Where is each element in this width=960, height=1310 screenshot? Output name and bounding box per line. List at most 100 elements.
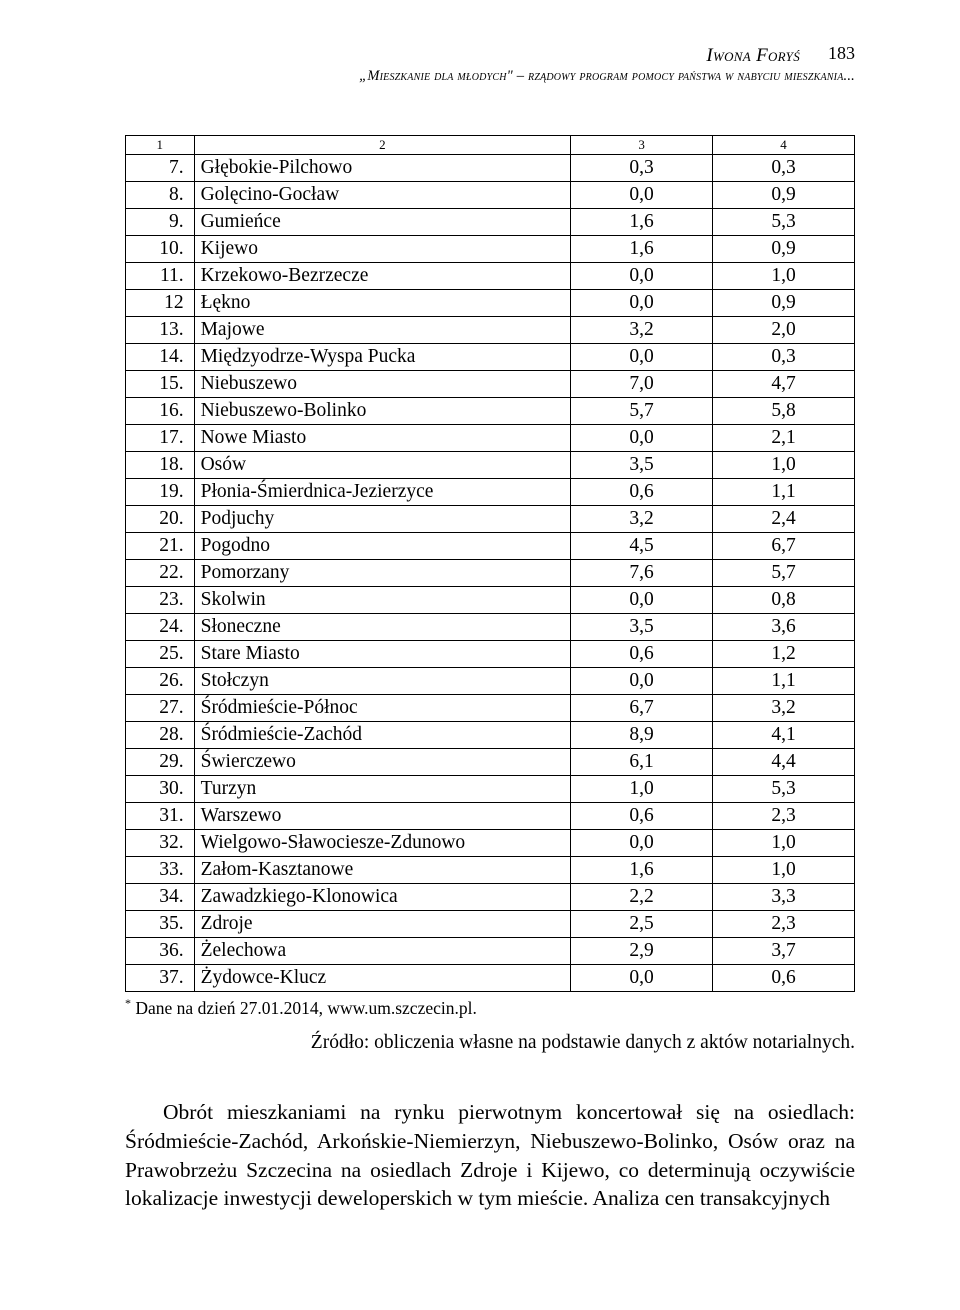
table-row: 11.Krzekowo-Bezrzecze0,01,0 [126, 262, 855, 289]
table-cell: Międzyodrze-Wyspa Pucka [194, 343, 571, 370]
table-cell: 3,2 [571, 505, 713, 532]
table-cell: 5,8 [713, 397, 855, 424]
header-subtitle: „Mieszkanie dla młodych" – rządowy progr… [125, 67, 855, 87]
table-header-cell: 3 [571, 135, 713, 154]
body-paragraph: Obrót mieszkaniami na rynku pierwotnym k… [125, 1098, 855, 1212]
table-cell: Głębokie-Pilchowo [194, 154, 571, 181]
table-cell: 2,3 [713, 910, 855, 937]
table-row: 8.Golęcino-Gocław0,00,9 [126, 181, 855, 208]
footnote-text: Dane na dzień 27.01.2014, www.um.szczeci… [135, 997, 476, 1017]
table-cell: 1,6 [571, 208, 713, 235]
table-row: 17.Nowe Miasto0,02,1 [126, 424, 855, 451]
table-cell: 3,3 [713, 883, 855, 910]
table-cell: 0,6 [713, 964, 855, 991]
table-cell: 14. [126, 343, 195, 370]
table-cell: 15. [126, 370, 195, 397]
table-cell: 28. [126, 721, 195, 748]
footnote: * Dane na dzień 27.01.2014, www.um.szcze… [125, 996, 855, 1019]
table-cell: 10. [126, 235, 195, 262]
table-cell: 0,0 [571, 829, 713, 856]
table-cell: 6,1 [571, 748, 713, 775]
table-cell: 1,6 [571, 856, 713, 883]
table-cell: 0,0 [571, 343, 713, 370]
page-container: Iwona Foryś 183 „Mieszkanie dla młodych"… [0, 0, 960, 1310]
table-cell: 3,6 [713, 613, 855, 640]
table-row: 24.Słoneczne3,53,6 [126, 613, 855, 640]
table-cell: 31. [126, 802, 195, 829]
table-row: 29.Świerczewo6,14,4 [126, 748, 855, 775]
table-cell: 1,1 [713, 478, 855, 505]
table-cell: 0,0 [571, 289, 713, 316]
table-cell: 11. [126, 262, 195, 289]
table-cell: 22. [126, 559, 195, 586]
table-cell: 30. [126, 775, 195, 802]
table-row: 12Łękno0,00,9 [126, 289, 855, 316]
table-header-row: 1234 [126, 135, 855, 154]
table-cell: 0,6 [571, 478, 713, 505]
table-cell: Nowe Miasto [194, 424, 571, 451]
table-cell: 0,0 [571, 424, 713, 451]
table-row: 15.Niebuszewo7,04,7 [126, 370, 855, 397]
table-cell: 16. [126, 397, 195, 424]
table-cell: 2,5 [571, 910, 713, 937]
table-cell: 5,7 [571, 397, 713, 424]
table-row: 34.Zawadzkiego-Klonowica2,23,3 [126, 883, 855, 910]
page-number: 183 [828, 43, 855, 64]
table-cell: 9. [126, 208, 195, 235]
table-row: 9.Gumieńce1,65,3 [126, 208, 855, 235]
table-row: 32.Wielgowo-Sławociesze-Zdunowo0,01,0 [126, 829, 855, 856]
table-cell: 5,7 [713, 559, 855, 586]
table-cell: 0,0 [571, 181, 713, 208]
table-cell: Stare Miasto [194, 640, 571, 667]
table-cell: 2,3 [713, 802, 855, 829]
table-cell: Zdroje [194, 910, 571, 937]
table-cell: Wielgowo-Sławociesze-Zdunowo [194, 829, 571, 856]
table-cell: 34. [126, 883, 195, 910]
table-cell: 8,9 [571, 721, 713, 748]
table-cell: 23. [126, 586, 195, 613]
table-cell: Żydowce-Klucz [194, 964, 571, 991]
table-cell: Śródmieście-Zachód [194, 721, 571, 748]
table-header-cell: 1 [126, 135, 195, 154]
table-cell: Turzyn [194, 775, 571, 802]
header-top-row: Iwona Foryś 183 [125, 45, 855, 67]
table-cell: Warszewo [194, 802, 571, 829]
table-cell: 4,7 [713, 370, 855, 397]
table-cell: 0,8 [713, 586, 855, 613]
table-cell: Skolwin [194, 586, 571, 613]
table-cell: 27. [126, 694, 195, 721]
table-cell: 3,5 [571, 451, 713, 478]
table-cell: 0,0 [571, 262, 713, 289]
table-cell: 7,6 [571, 559, 713, 586]
table-cell: Zawadzkiego-Klonowica [194, 883, 571, 910]
table-cell: 0,0 [571, 667, 713, 694]
table-cell: 1,6 [571, 235, 713, 262]
table-row: 27.Śródmieście-Północ6,73,2 [126, 694, 855, 721]
table-cell: 13. [126, 316, 195, 343]
table-cell: Śródmieście-Północ [194, 694, 571, 721]
table-row: 16.Niebuszewo-Bolinko5,75,8 [126, 397, 855, 424]
table-cell: 3,2 [713, 694, 855, 721]
table-cell: 12 [126, 289, 195, 316]
table-row: 20.Podjuchy3,22,4 [126, 505, 855, 532]
data-table: 12347.Głębokie-Pilchowo0,30,38.Golęcino-… [125, 135, 855, 992]
table-cell: Pogodno [194, 532, 571, 559]
table-cell: 0,3 [713, 343, 855, 370]
table-row: 31.Warszewo0,62,3 [126, 802, 855, 829]
table-row: 35.Zdroje2,52,3 [126, 910, 855, 937]
table-cell: 35. [126, 910, 195, 937]
table-cell: 37. [126, 964, 195, 991]
table-cell: 1,0 [713, 451, 855, 478]
table-cell: 0,0 [571, 586, 713, 613]
table-cell: Kijewo [194, 235, 571, 262]
table-row: 13.Majowe3,22,0 [126, 316, 855, 343]
table-cell: 2,1 [713, 424, 855, 451]
table-cell: 4,4 [713, 748, 855, 775]
table-header-cell: 2 [194, 135, 571, 154]
table-row: 23.Skolwin0,00,8 [126, 586, 855, 613]
table-cell: 17. [126, 424, 195, 451]
table-row: 36.Żelechowa2,93,7 [126, 937, 855, 964]
table-cell: Załom-Kasztanowe [194, 856, 571, 883]
table-cell: Majowe [194, 316, 571, 343]
table-cell: 8. [126, 181, 195, 208]
